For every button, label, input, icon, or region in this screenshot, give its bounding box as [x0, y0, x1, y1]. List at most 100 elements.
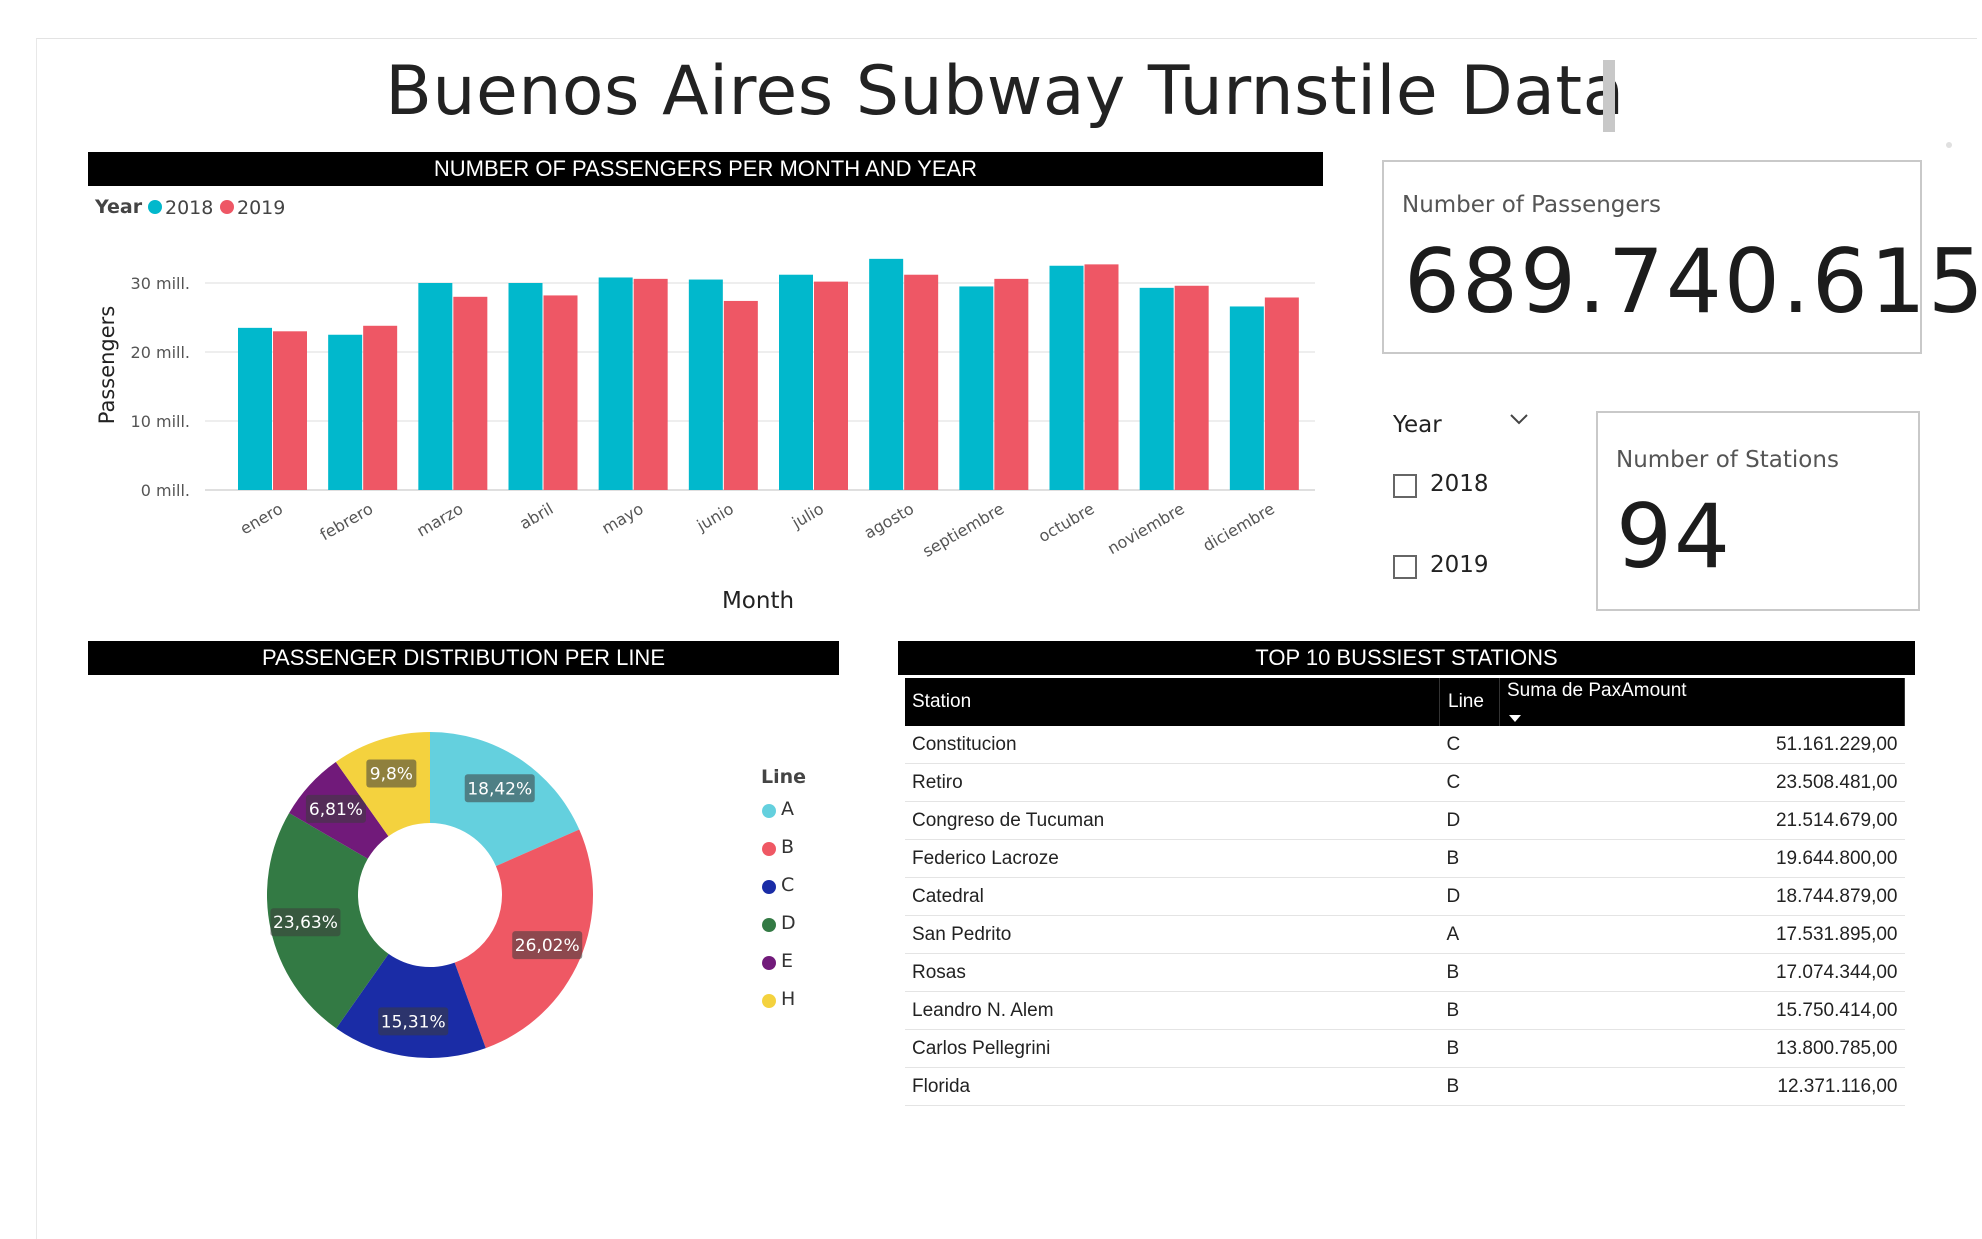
bar-mayo-2018[interactable] — [598, 277, 633, 490]
line-cell: B — [1439, 991, 1500, 1030]
table-row[interactable]: Florida B 12.371.116,00 — [905, 1067, 1905, 1106]
table-row[interactable]: Congreso de Tucuman D 21.514.679,00 — [905, 801, 1905, 840]
passengers-value: 689.740.615 — [1404, 230, 1982, 333]
data-label-bg — [366, 759, 417, 788]
x-tick-label: junio — [693, 499, 737, 535]
bar-junio-2019[interactable] — [723, 300, 758, 490]
table-row[interactable]: Carlos Pellegrini B 13.800.785,00 — [905, 1029, 1905, 1068]
bar-julio-2018[interactable] — [779, 274, 813, 490]
distribution-chart-header: PASSENGER DISTRIBUTION PER LINE — [88, 641, 839, 675]
table-row[interactable]: San Pedrito A 17.531.895,00 — [905, 915, 1905, 954]
legend-label-2018[interactable]: 2018 — [165, 197, 213, 219]
bar-diciembre-2019[interactable] — [1264, 297, 1299, 490]
table-row[interactable]: Federico Lacroze B 19.644.800,00 — [905, 839, 1905, 878]
bar-enero-2018[interactable] — [238, 327, 272, 490]
station-cell: Congreso de Tucuman — [905, 801, 1440, 840]
paxamount-cell: 18.744.879,00 — [1499, 877, 1905, 916]
legend-swatch-H[interactable] — [762, 994, 776, 1008]
monthly-bar-chart[interactable]: Year 2018 2019 0 mill. 10 mill. 20 mill. 30 mi… — [0, 190, 1330, 620]
legend-swatch-2019[interactable] — [220, 200, 234, 214]
legend-swatch-B[interactable] — [762, 842, 776, 856]
bar-octubre-2019[interactable] — [1084, 264, 1119, 490]
table-row[interactable]: Leandro N. Alem B 15.750.414,00 — [905, 991, 1905, 1030]
bar-agosto-2018[interactable] — [869, 258, 904, 490]
bar-abril-2019[interactable] — [543, 295, 578, 490]
page-frame — [36, 38, 1977, 1239]
legend-swatch-A[interactable] — [762, 804, 776, 818]
checkbox-2018[interactable] — [1393, 474, 1417, 498]
legend-label-H[interactable]: H — [781, 988, 796, 1010]
bar-marzo-2018[interactable] — [418, 283, 453, 490]
bar-legend-title: Year — [94, 196, 143, 218]
line-cell: B — [1439, 839, 1500, 878]
paxamount-cell: 17.074.344,00 — [1499, 953, 1905, 992]
bar-febrero-2019[interactable] — [363, 325, 398, 490]
bar-septiembre-2018[interactable] — [959, 286, 994, 490]
paxamount-cell: 51.161.229,00 — [1499, 726, 1905, 764]
chevron-down-icon[interactable] — [1508, 408, 1530, 436]
bar-agosto-2019[interactable] — [904, 274, 939, 490]
bar-abril-2018[interactable] — [508, 283, 543, 490]
data-label-C: 15,31% — [381, 1012, 446, 1032]
sort-descending-icon[interactable] — [1509, 715, 1521, 722]
line-cell: B — [1439, 953, 1500, 992]
station-cell: Federico Lacroze — [905, 839, 1440, 878]
legend-label-2019[interactable]: 2019 — [237, 197, 285, 219]
paxamount-cell: 17.531.895,00 — [1499, 915, 1905, 954]
y-tick-label: 30 mill. — [131, 274, 190, 293]
legend-label-A[interactable]: A — [781, 798, 794, 820]
x-tick-label: enero — [237, 499, 286, 538]
line-cell: C — [1439, 763, 1500, 802]
y-tick-label: 20 mill. — [131, 343, 190, 362]
legend-swatch-2018[interactable] — [148, 200, 162, 214]
table-row[interactable]: Retiro C 23.508.481,00 — [905, 763, 1905, 802]
legend-label-E[interactable]: E — [781, 950, 794, 972]
x-tick-label: marzo — [413, 499, 466, 541]
table-row[interactable]: Rosas B 17.074.344,00 — [905, 953, 1905, 992]
bar-noviembre-2019[interactable] — [1174, 285, 1209, 490]
bar-diciembre-2018[interactable] — [1229, 306, 1264, 490]
legend-label-C[interactable]: C — [781, 874, 795, 896]
legend-swatch-C[interactable] — [762, 880, 776, 894]
column-header-paxamount[interactable]: Suma de PaxAmount — [1499, 678, 1905, 726]
column-header-station[interactable]: Station — [905, 678, 1440, 726]
x-tick-label: octubre — [1035, 499, 1098, 546]
stations-value: 94 — [1616, 485, 1732, 588]
paxamount-cell: 21.514.679,00 — [1499, 801, 1905, 840]
bar-enero-2019[interactable] — [273, 331, 307, 490]
line-distribution-donut[interactable]: 18,42% 26,02% 15,31% 23,63% 6,81% 9,8% — [250, 715, 610, 1075]
paxamount-cell: 12.371.116,00 — [1499, 1067, 1905, 1106]
bar-marzo-2019[interactable] — [453, 296, 488, 490]
bar-septiembre-2019[interactable] — [994, 278, 1029, 490]
donut-slice-C[interactable] — [336, 953, 486, 1058]
legend-swatch-D[interactable] — [762, 918, 776, 932]
bar-junio-2018[interactable] — [688, 279, 723, 490]
data-label-E: 6,81% — [309, 800, 363, 820]
x-axis-label: Month — [722, 588, 794, 614]
data-label-B: 26,02% — [515, 936, 580, 956]
bar-noviembre-2018[interactable] — [1139, 287, 1174, 490]
table-row[interactable]: Catedral D 18.744.879,00 — [905, 877, 1905, 916]
table-row[interactable]: Constitucion C 51.161.229,00 — [905, 726, 1905, 764]
x-tick-label: diciembre — [1199, 499, 1277, 555]
column-header-line[interactable]: Line — [1439, 678, 1500, 726]
x-tick-label: septiembre — [919, 499, 1007, 561]
x-tick-label: febrero — [317, 499, 376, 544]
legend-label-D[interactable]: D — [781, 912, 796, 934]
column-header-paxamount-label: Suma de PaxAmount — [1507, 680, 1687, 701]
stations-card: Number of Stations 94 — [1596, 411, 1920, 611]
legend-label-B[interactable]: B — [781, 836, 795, 858]
bar-octubre-2018[interactable] — [1049, 265, 1084, 490]
bar-julio-2019[interactable] — [814, 281, 848, 490]
table-header-row: Station Line Suma de PaxAmount — [905, 678, 1905, 726]
bar-febrero-2018[interactable] — [328, 334, 363, 490]
year-slicer-title: Year — [1393, 412, 1442, 438]
station-cell: Catedral — [905, 877, 1440, 916]
checkbox-2019[interactable] — [1393, 555, 1417, 579]
checkbox-2019-label: 2019 — [1430, 552, 1489, 578]
paxamount-cell: 23.508.481,00 — [1499, 763, 1905, 802]
x-tick-label: abril — [516, 499, 556, 533]
bar-mayo-2019[interactable] — [633, 278, 668, 490]
legend-swatch-E[interactable] — [762, 956, 776, 970]
x-tick-label: noviembre — [1104, 499, 1188, 558]
